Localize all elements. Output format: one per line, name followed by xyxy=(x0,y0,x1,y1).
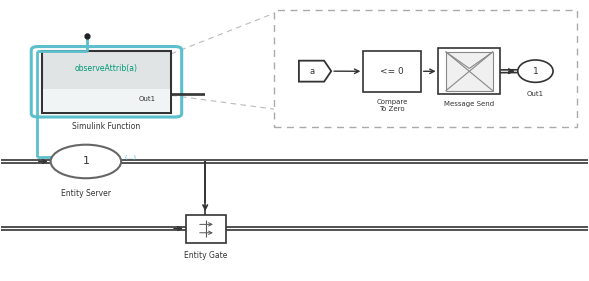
Text: Out1: Out1 xyxy=(138,96,155,102)
Text: 1: 1 xyxy=(532,67,538,76)
Bar xyxy=(274,10,577,126)
Text: {...}: {...} xyxy=(123,154,137,159)
Text: observeAttrib(a): observeAttrib(a) xyxy=(75,64,138,73)
Circle shape xyxy=(51,145,121,178)
Text: 1: 1 xyxy=(82,157,90,166)
Bar xyxy=(445,52,493,91)
Text: Entity Gate: Entity Gate xyxy=(184,251,227,260)
Bar xyxy=(438,48,500,94)
Ellipse shape xyxy=(518,60,553,82)
Polygon shape xyxy=(299,61,331,82)
Bar xyxy=(43,89,170,112)
Text: <= 0: <= 0 xyxy=(380,67,404,76)
Text: a: a xyxy=(310,67,315,76)
Text: Compare
To Zero: Compare To Zero xyxy=(376,99,408,112)
Bar xyxy=(363,51,421,92)
Text: Entity Server: Entity Server xyxy=(61,189,111,198)
FancyBboxPatch shape xyxy=(42,51,171,112)
Bar xyxy=(186,215,226,243)
Text: Out1: Out1 xyxy=(527,91,544,97)
Text: Message Send: Message Send xyxy=(444,101,494,107)
Text: Simulink Function: Simulink Function xyxy=(72,122,141,131)
